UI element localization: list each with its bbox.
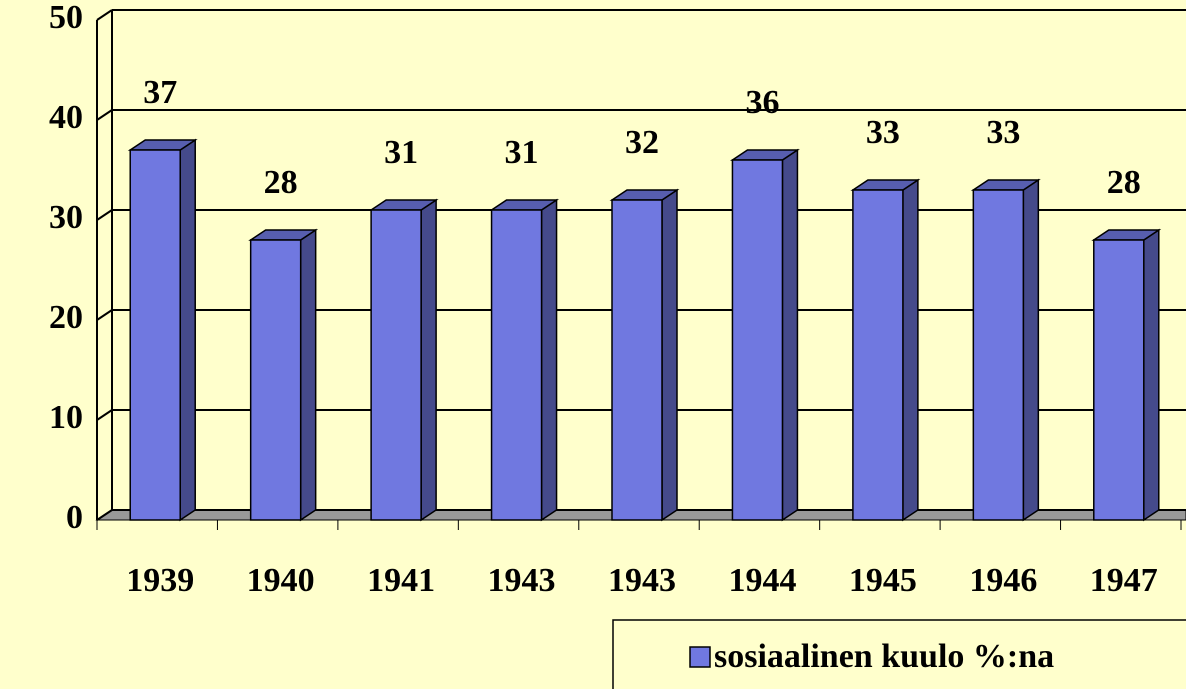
- bar-side: [540, 198, 558, 522]
- bar-front: [490, 209, 543, 521]
- bar-front: [370, 209, 422, 521]
- x-tick-label: 1947: [1090, 562, 1158, 599]
- data-label: 37: [143, 74, 177, 111]
- grid-depth: [96, 509, 113, 521]
- bar-front: [972, 189, 1025, 521]
- grid-depth: [96, 409, 113, 421]
- bar-side: [1143, 228, 1160, 522]
- bar: [489, 198, 560, 522]
- bar-side: [420, 198, 437, 522]
- data-label: 31: [384, 134, 418, 171]
- data-label: 31: [505, 134, 539, 171]
- x-tick-label: 1944: [728, 562, 796, 599]
- legend-swatch: [689, 646, 711, 668]
- data-label: 33: [986, 114, 1020, 151]
- bar: [850, 178, 921, 522]
- x-tick-label: 1943: [608, 562, 676, 599]
- y-tick-label: 20: [49, 299, 83, 336]
- bar-side: [1022, 178, 1040, 522]
- y-tick-label: 50: [49, 0, 83, 36]
- data-label: 28: [1107, 164, 1141, 201]
- bar-front: [1093, 239, 1145, 521]
- data-label: 36: [745, 84, 779, 121]
- bar-front: [249, 239, 302, 521]
- grid-depth: [96, 209, 113, 221]
- data-label: 28: [264, 164, 298, 201]
- bar: [368, 198, 439, 522]
- bar-front: [611, 199, 663, 521]
- grid-depth: [96, 309, 113, 321]
- x-tick-label: 1940: [247, 562, 315, 599]
- bar-front: [852, 189, 904, 521]
- x-tick-label: 1941: [367, 562, 435, 599]
- y-tick-label: 40: [49, 99, 83, 136]
- x-tick-label: 1943: [488, 562, 556, 599]
- data-label: 32: [625, 124, 659, 161]
- x-tick-label: 1945: [849, 562, 917, 599]
- data-label: 33: [866, 114, 900, 151]
- y-tick-label: 0: [66, 499, 83, 536]
- bar: [248, 228, 319, 522]
- bar-side: [902, 178, 919, 522]
- bar: [970, 178, 1041, 522]
- x-tick-label: 1939: [126, 562, 194, 599]
- y-tick-label: 10: [49, 399, 83, 436]
- bar-front: [731, 159, 784, 521]
- grid-depth: [96, 109, 113, 121]
- grid-depth: [96, 9, 113, 21]
- bar: [729, 148, 800, 522]
- bar-side: [661, 188, 678, 522]
- y-tick-label: 30: [49, 199, 83, 236]
- bar-side: [179, 138, 196, 522]
- bar-front: [129, 149, 181, 521]
- bar-side: [781, 148, 799, 522]
- bar: [1091, 228, 1162, 522]
- legend-label: sosiaalinen kuulo %:na: [714, 638, 1054, 675]
- bar-side: [299, 228, 317, 522]
- x-tick-label: 1946: [969, 562, 1037, 599]
- bar: [609, 188, 680, 522]
- bar: [127, 138, 198, 522]
